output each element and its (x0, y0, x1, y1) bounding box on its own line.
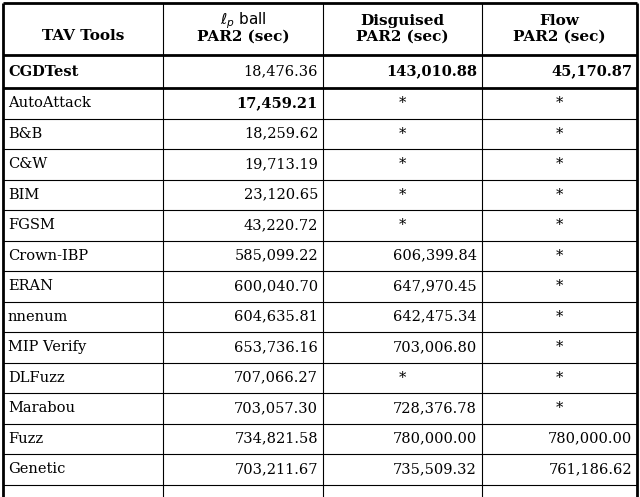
Text: *: * (556, 157, 563, 171)
Text: *: * (556, 127, 563, 141)
Text: 604,635.81: 604,635.81 (234, 310, 318, 324)
Text: *: * (556, 340, 563, 354)
Text: 19,713.19: 19,713.19 (244, 157, 318, 171)
Text: 647,970.45: 647,970.45 (394, 279, 477, 293)
Text: C&W: C&W (8, 157, 47, 171)
Text: BIM: BIM (8, 188, 39, 202)
Text: ERAN: ERAN (8, 279, 53, 293)
Text: 728,376.78: 728,376.78 (393, 401, 477, 415)
Text: 703,211.67: 703,211.67 (234, 462, 318, 476)
Text: *: * (399, 188, 406, 202)
Text: *: * (556, 249, 563, 263)
Text: *: * (399, 218, 406, 232)
Text: 585,099.22: 585,099.22 (234, 249, 318, 263)
Text: 761,186.62: 761,186.62 (548, 462, 632, 476)
Text: 606,399.84: 606,399.84 (393, 249, 477, 263)
Text: nnenum: nnenum (8, 310, 68, 324)
Text: 703,006.80: 703,006.80 (393, 340, 477, 354)
Text: 45,170.87: 45,170.87 (551, 65, 632, 79)
Text: FGSM: FGSM (8, 218, 55, 232)
Text: 18,259.62: 18,259.62 (244, 127, 318, 141)
Text: DLFuzz: DLFuzz (8, 371, 65, 385)
Text: 703,057.30: 703,057.30 (234, 401, 318, 415)
Text: 17,459.21: 17,459.21 (237, 96, 318, 110)
Text: 707,066.27: 707,066.27 (234, 371, 318, 385)
Text: 600,040.70: 600,040.70 (234, 279, 318, 293)
Text: 18,476.36: 18,476.36 (243, 65, 318, 79)
Text: 734,821.58: 734,821.58 (234, 432, 318, 446)
Text: *: * (399, 371, 406, 385)
Text: 653,736.16: 653,736.16 (234, 340, 318, 354)
Text: 780,000.00: 780,000.00 (393, 432, 477, 446)
Text: *: * (556, 279, 563, 293)
Text: 23,120.65: 23,120.65 (244, 188, 318, 202)
Text: *: * (556, 310, 563, 324)
Text: Marabou: Marabou (8, 401, 75, 415)
Text: *: * (399, 96, 406, 110)
Text: *: * (399, 157, 406, 171)
Text: Crown-IBP: Crown-IBP (8, 249, 88, 263)
Text: Fuzz: Fuzz (8, 432, 43, 446)
Text: CGDTest: CGDTest (8, 65, 78, 79)
Text: 642,475.34: 642,475.34 (394, 310, 477, 324)
Text: *: * (556, 96, 563, 110)
Text: PAR2 (sec): PAR2 (sec) (513, 30, 606, 44)
Text: *: * (556, 371, 563, 385)
Text: *: * (556, 401, 563, 415)
Text: 143,010.88: 143,010.88 (386, 65, 477, 79)
Text: $\ell_p$ ball: $\ell_p$ ball (220, 11, 266, 31)
Text: *: * (556, 218, 563, 232)
Text: *: * (399, 127, 406, 141)
Text: 780,000.00: 780,000.00 (548, 432, 632, 446)
Text: PAR2 (sec): PAR2 (sec) (356, 30, 449, 44)
Text: 735,509.32: 735,509.32 (393, 462, 477, 476)
Text: MIP Verify: MIP Verify (8, 340, 86, 354)
Text: AutoAttack: AutoAttack (8, 96, 91, 110)
Text: *: * (556, 188, 563, 202)
Text: Genetic: Genetic (8, 462, 65, 476)
Text: Flow: Flow (540, 14, 579, 28)
Text: Disguised: Disguised (360, 14, 445, 28)
Text: B&B: B&B (8, 127, 42, 141)
Text: TAV Tools: TAV Tools (42, 29, 124, 43)
Text: PAR2 (sec): PAR2 (sec) (196, 30, 289, 44)
Text: 43,220.72: 43,220.72 (244, 218, 318, 232)
